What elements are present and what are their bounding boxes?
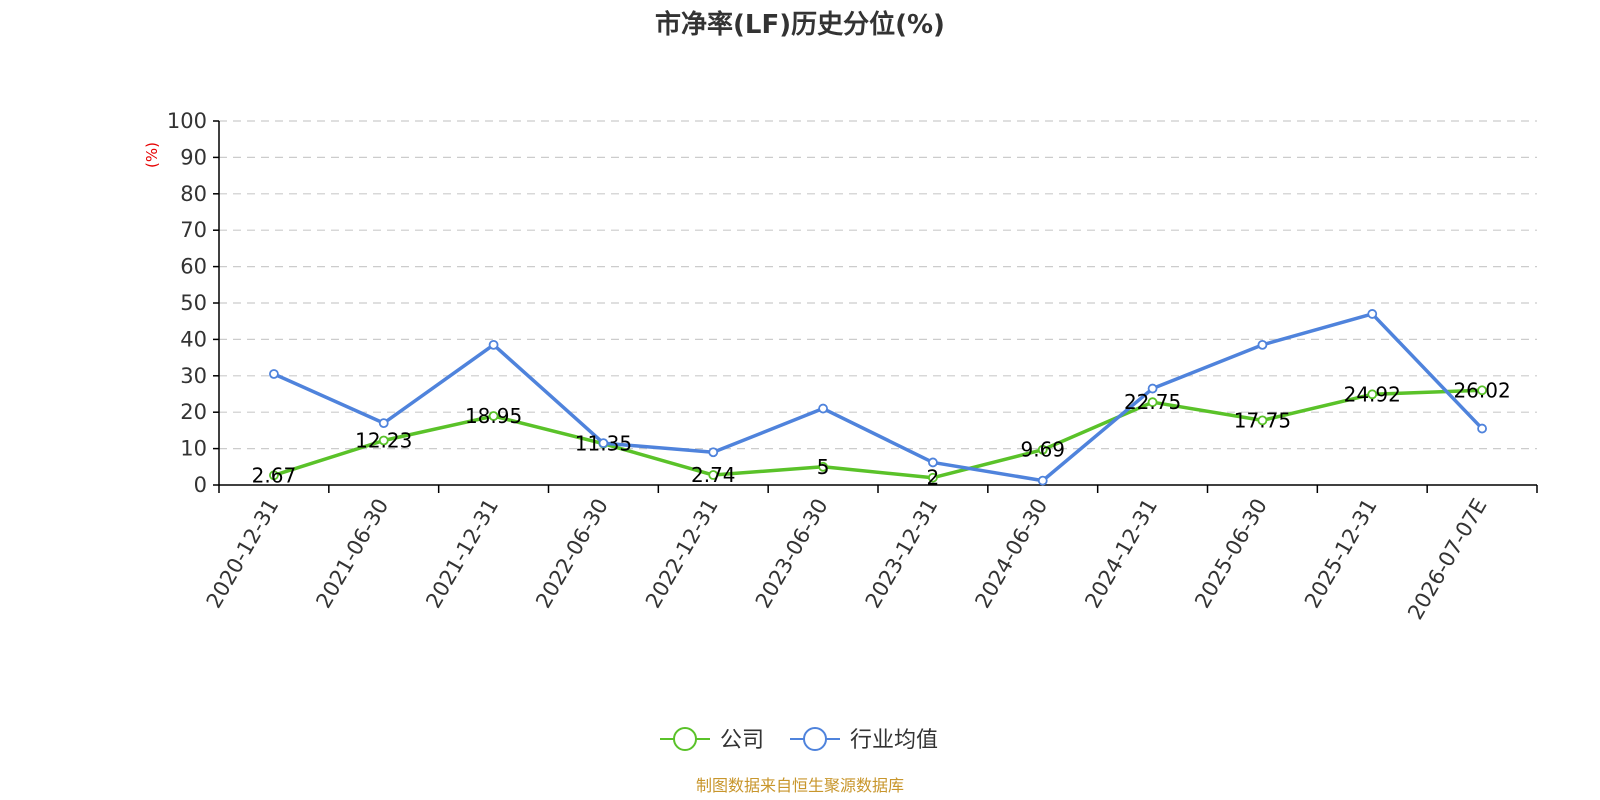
x-tick-label: 2020-12-31 [202, 495, 284, 613]
data-point[interactable] [378, 418, 389, 429]
x-tick-label: 2021-06-30 [311, 495, 393, 613]
legend-circle-icon [673, 727, 697, 751]
data-point[interactable] [1037, 444, 1048, 455]
x-tick-label: 2023-12-31 [861, 495, 943, 613]
legend-circle-icon [803, 727, 827, 751]
y-tick-label: 90 [180, 145, 207, 169]
data-point[interactable] [928, 472, 938, 483]
data-point[interactable] [1367, 309, 1378, 319]
data-point[interactable] [1147, 383, 1158, 394]
data-label: 2.74 [691, 463, 736, 487]
y-tick-label: 70 [180, 218, 207, 242]
x-tick-label: 2025-06-30 [1190, 495, 1272, 613]
y-tick-label: 100 [167, 109, 207, 133]
data-point[interactable] [378, 435, 389, 446]
data-label: 5 [817, 455, 830, 479]
data-point[interactable] [1367, 389, 1378, 400]
data-labels: 2.67 12.23 18.95 11.35 2.74 5 2 9.69 22.75 17.75 2… [252, 378, 1511, 489]
data-point[interactable] [928, 457, 938, 468]
data-label: 24.92 [1344, 382, 1401, 406]
y-tick-label: 10 [180, 437, 207, 461]
data-point[interactable] [1037, 475, 1048, 486]
data-label: 18.95 [465, 404, 522, 428]
data-point[interactable] [1257, 339, 1268, 350]
data-point[interactable] [1147, 397, 1158, 408]
data-point[interactable] [488, 411, 499, 421]
data-point[interactable] [818, 403, 828, 414]
chart-title: 市净率(LF)历史分位(%) [655, 9, 945, 40]
source-note: 制图数据来自恒生聚源数据库 [696, 776, 904, 795]
legend[interactable]: 公司 行业均值 [660, 727, 938, 753]
legend-item[interactable]: 公司 [660, 727, 764, 753]
data-point[interactable] [708, 470, 719, 480]
legend-label: 公司 [720, 728, 764, 753]
x-tick-label: 2024-06-30 [970, 495, 1052, 613]
data-label: 17.75 [1234, 408, 1291, 432]
data-label: 9.69 [1020, 438, 1065, 462]
legend-label: 行业均值 [850, 728, 938, 753]
data-label: 2 [927, 466, 940, 490]
y-tick-label: 30 [180, 364, 207, 388]
series-lines [269, 309, 1487, 486]
data-point[interactable] [598, 438, 609, 449]
y-tick-label: 40 [180, 327, 207, 351]
y-tick-label: 0 [194, 473, 207, 497]
series-line-industry [273, 312, 1484, 483]
data-label: 26.02 [1453, 378, 1510, 402]
series-line-company [273, 388, 1483, 480]
data-point[interactable] [818, 461, 828, 472]
x-tick-label: 2021-12-31 [421, 495, 503, 613]
data-point[interactable] [269, 470, 279, 481]
x-tick-label: 2023-06-30 [751, 495, 833, 613]
data-point[interactable] [269, 369, 279, 379]
data-point[interactable] [1477, 385, 1487, 396]
data-point[interactable] [1477, 423, 1487, 434]
x-tick-label: 2025-12-31 [1300, 495, 1382, 613]
data-point[interactable] [708, 447, 719, 458]
data-label: 22.75 [1124, 390, 1181, 414]
x-tick-label: 2026-07-07E [1403, 495, 1491, 624]
y-tick-label: 50 [180, 291, 207, 315]
x-tick-label: 2024-12-31 [1080, 495, 1162, 613]
y-tick-label: 60 [180, 255, 207, 279]
grid-lines [219, 120, 1537, 450]
data-label: 11.35 [575, 432, 632, 456]
x-tick-label: 2022-12-31 [641, 495, 723, 613]
data-label: 2.67 [252, 463, 297, 487]
data-point[interactable] [488, 339, 499, 350]
x-tick-label: 2022-06-30 [531, 495, 613, 613]
legend-item[interactable]: 行业均值 [790, 727, 938, 753]
y-tick-label: 20 [180, 400, 207, 424]
axes: 0 10 20 30 40 50 60 70 80 90 100 2020-12-31 2021-06-… [167, 109, 1538, 624]
y-tick-label: 80 [180, 182, 207, 206]
y-axis-unit-label: (%) [143, 142, 161, 168]
data-point[interactable] [1257, 415, 1268, 426]
data-label: 12.23 [355, 428, 412, 452]
